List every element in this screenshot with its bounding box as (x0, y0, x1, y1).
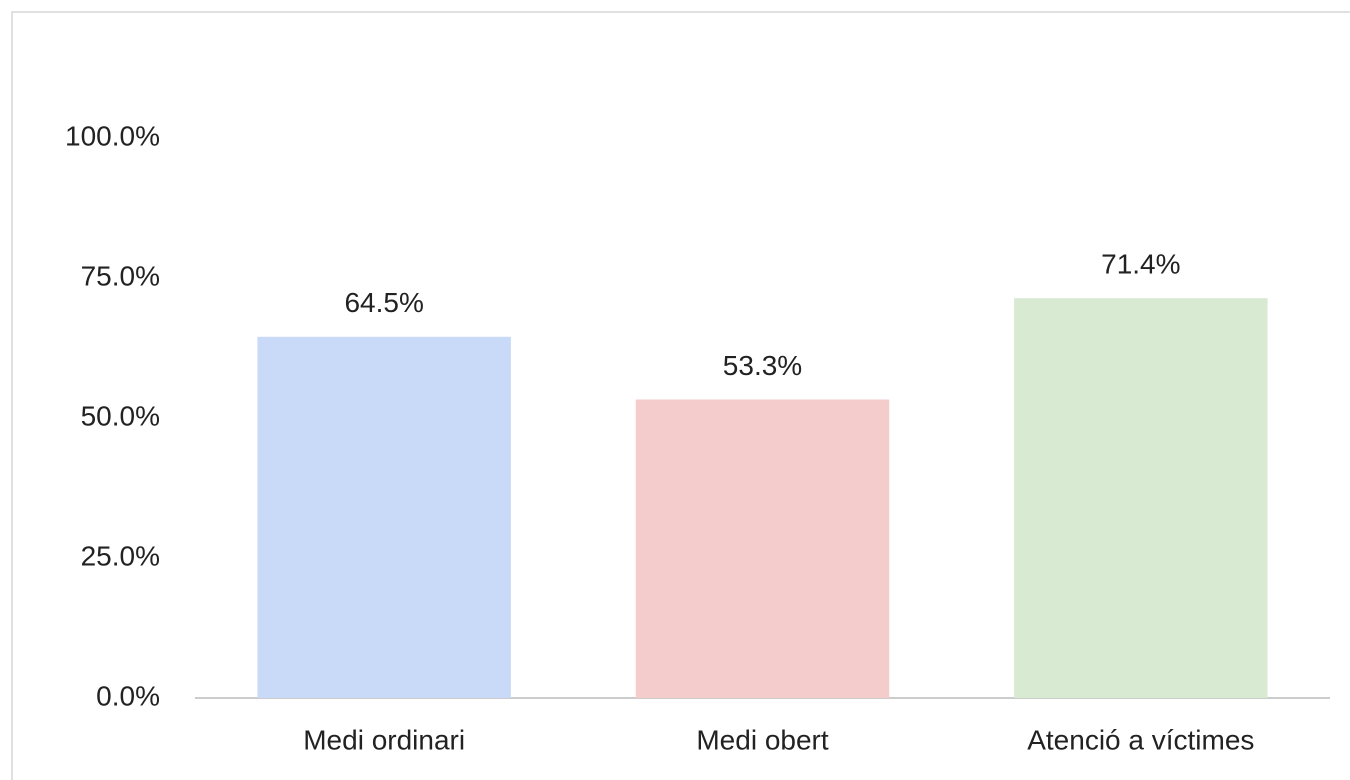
bar (1014, 298, 1268, 698)
x-tick-label: Atenció a víctimes (1027, 724, 1254, 755)
value-label: 64.5% (344, 287, 423, 318)
value-label: 71.4% (1101, 249, 1180, 280)
value-label: 53.3% (723, 350, 802, 381)
x-tick-label: Medi obert (696, 724, 829, 755)
bar (257, 336, 511, 698)
bar (635, 399, 890, 698)
y-tick-label: 75.0% (81, 260, 160, 291)
y-tick-label: 50.0% (81, 400, 160, 431)
y-tick-label: 25.0% (81, 540, 160, 571)
x-tick-label: Medi ordinari (303, 724, 465, 755)
y-tick-label: 0.0% (96, 680, 160, 711)
y-tick-label: 100.0% (65, 120, 160, 151)
